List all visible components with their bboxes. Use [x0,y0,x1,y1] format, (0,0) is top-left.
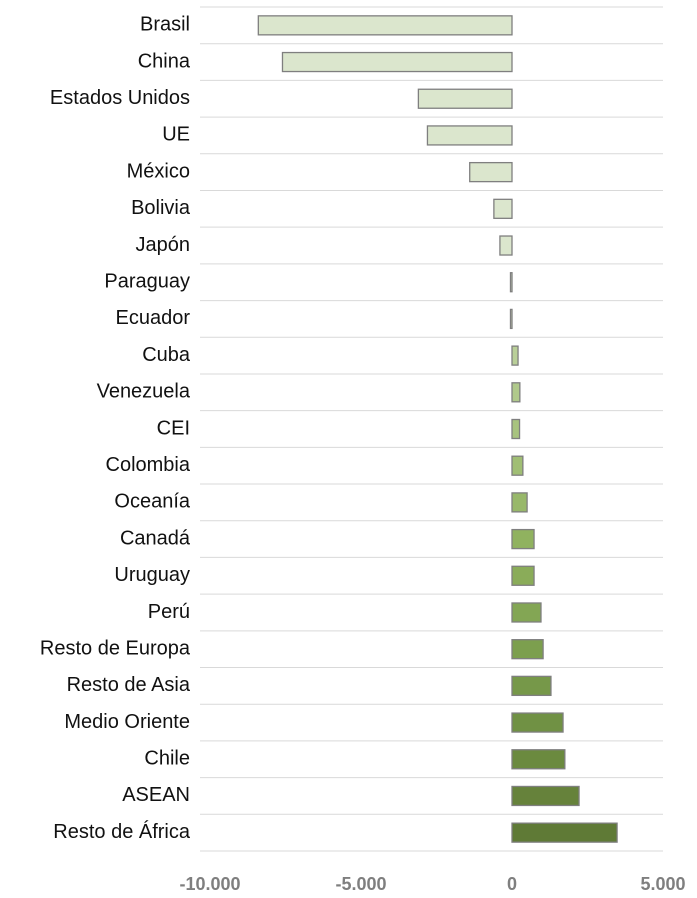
bar [511,675,552,697]
x-tick-label: -10.000 [179,874,240,894]
bar [511,418,521,440]
x-tick-label: 0 [507,874,517,894]
category-label: China [138,50,191,72]
category-label: Oceanía [114,491,190,513]
category-label: Medio Oriente [64,711,190,733]
category-label: Colombia [106,454,191,476]
category-label: Japón [136,234,191,256]
category-label: Resto de Europa [40,637,191,659]
bar [511,602,542,623]
bar [426,125,513,146]
category-label: Uruguay [114,564,190,586]
category-label: México [127,160,190,182]
x-tick-label: -5.000 [335,874,386,894]
category-label: Resto de Asia [67,674,191,696]
bar [511,712,564,733]
bar [417,88,513,109]
category-label: Paraguay [104,270,190,292]
bar [511,822,618,843]
category-label: Resto de África [53,820,191,843]
bar [511,345,519,366]
bar [509,308,513,330]
bar [511,382,521,403]
category-label: CEI [157,417,190,439]
bar [511,492,528,513]
bar [493,198,513,219]
x-tick-label: 5.000 [640,874,685,894]
bar [511,528,535,550]
category-label: Venezuela [97,381,191,403]
category-label: Ecuador [116,307,191,329]
bar [511,639,544,660]
bar [499,235,513,256]
category-label: UE [162,124,190,146]
category-label: Perú [148,601,190,623]
bar [511,749,566,770]
bar [281,51,513,73]
category-label: Bolivia [131,197,191,219]
category-label: Canadá [120,527,191,549]
category-label: Estados Unidos [50,87,190,109]
category-label: Chile [144,748,190,770]
bar [509,272,513,293]
bar [511,455,524,476]
bar [257,15,513,36]
bar [469,161,513,183]
category-label: Brasil [140,14,190,36]
category-label: ASEAN [122,784,190,806]
bar [511,785,580,807]
bar [511,565,535,586]
category-label: Cuba [142,344,191,366]
